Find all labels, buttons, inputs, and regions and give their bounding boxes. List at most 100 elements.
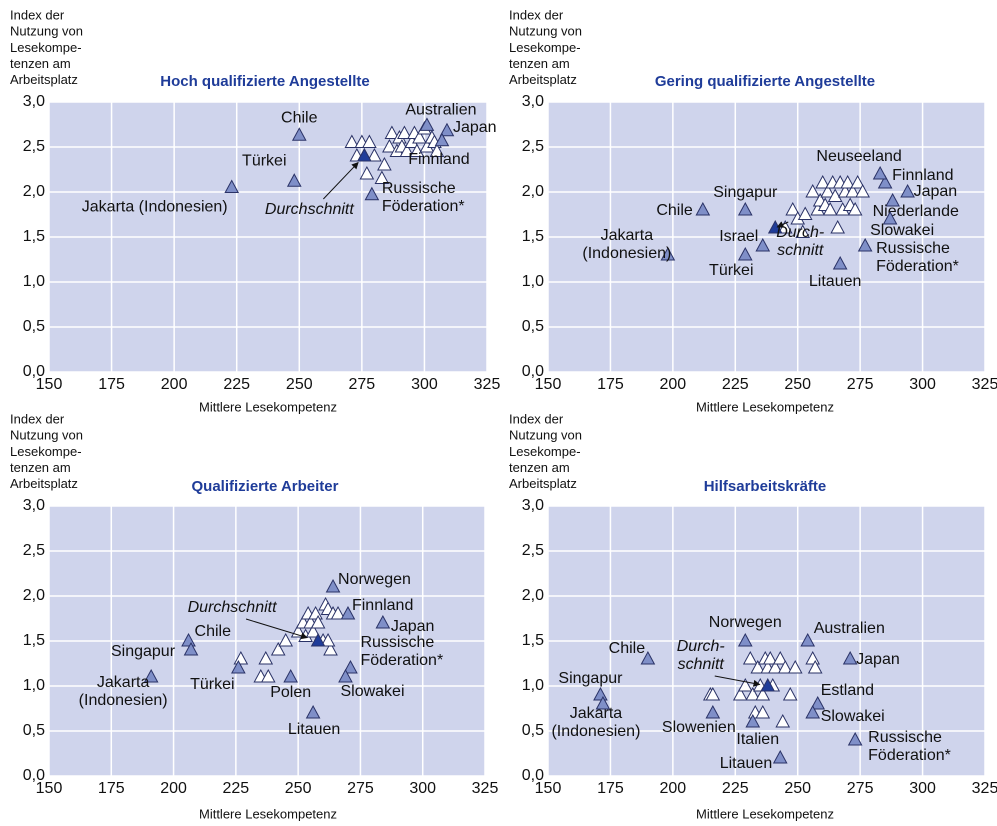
point-label: Jakarta	[97, 674, 150, 691]
data-point	[325, 578, 341, 593]
data-point	[805, 183, 821, 198]
data-point	[357, 147, 372, 162]
data-point	[805, 650, 821, 665]
data-point	[412, 129, 427, 144]
y-axis-label: tenzen am	[509, 56, 570, 71]
y-tick-label: 3,0	[522, 93, 544, 110]
data-point	[384, 125, 400, 139]
x-tick-label: 200	[660, 780, 687, 797]
y-tick-label: 3,0	[522, 497, 544, 514]
point-label: Polen	[270, 684, 311, 701]
point-label: Slowakei	[340, 683, 404, 700]
y-tick-label: 1,5	[23, 228, 45, 245]
data-point	[375, 614, 391, 629]
x-tick-label: 200	[160, 780, 187, 797]
data-point	[640, 650, 656, 665]
x-tick-label: 225	[722, 376, 749, 393]
data-point	[885, 192, 900, 207]
point-label: Russische	[876, 240, 950, 257]
point-label: Litauen	[809, 273, 862, 290]
data-point	[832, 255, 848, 270]
y-tick-label: 2,5	[522, 138, 544, 155]
y-axis-label: Nutzung von	[509, 24, 582, 39]
y-tick-label: 0,5	[522, 318, 544, 335]
point-label: Durch-	[776, 224, 824, 241]
y-tick-label: 2,0	[23, 183, 45, 200]
data-point	[330, 605, 346, 620]
data-point	[775, 713, 791, 728]
point-label: (Indonesien)	[79, 692, 168, 709]
chart-title: Gering qualifizierte Angestellte	[655, 73, 875, 90]
data-point	[847, 201, 863, 216]
y-tick-label: 2,0	[522, 587, 544, 604]
data-point	[660, 246, 676, 261]
x-tick-label: 150	[36, 376, 63, 393]
x-tick-label: 250	[286, 376, 313, 393]
y-axis-label: Arbeitsplatz	[10, 72, 78, 87]
point-label: Norwegen	[338, 571, 411, 588]
point-label: Jakarta	[570, 705, 623, 722]
y-tick-label: 2,5	[522, 542, 544, 559]
x-tick-label: 150	[535, 376, 562, 393]
point-label: Chile	[195, 623, 232, 640]
point-label: Föderation*	[868, 747, 951, 764]
data-point	[439, 122, 455, 137]
point-label: Föderation*	[360, 652, 443, 669]
y-tick-label: 1,0	[23, 677, 45, 694]
point-label: Türkei	[709, 262, 753, 279]
y-axis-label: tenzen am	[509, 460, 570, 475]
data-point	[850, 174, 865, 189]
data-point	[855, 183, 870, 198]
x-tick-label: 175	[597, 376, 624, 393]
x-tick-label: 225	[223, 780, 250, 797]
point-label: Föderation*	[876, 258, 959, 275]
data-point	[737, 632, 753, 647]
y-axis-label: Arbeitsplatz	[10, 476, 78, 491]
y-tick-label: 0,0	[23, 363, 45, 380]
point-label: Niederlande	[873, 203, 959, 220]
x-tick-label: 300	[411, 376, 438, 393]
point-label: Chile	[609, 640, 646, 657]
data-point	[755, 686, 771, 701]
data-point	[800, 632, 816, 647]
data-point	[742, 650, 758, 665]
annotation-arrow	[776, 221, 789, 228]
data-point	[305, 704, 321, 719]
x-tick-label: 325	[472, 780, 499, 797]
data-point	[810, 695, 826, 710]
data-point	[750, 659, 766, 674]
y-axis-label: Index der	[10, 7, 65, 22]
chart-title: Hilfsarbeitskräfte	[704, 478, 827, 495]
x-tick-label: 275	[847, 780, 874, 797]
y-tick-label: 2,5	[23, 138, 45, 155]
data-point	[705, 704, 721, 719]
point-label: Japan	[856, 651, 900, 668]
y-tick-label: 1,0	[522, 273, 544, 290]
x-tick-label: 250	[285, 780, 312, 797]
data-point	[900, 183, 915, 198]
data-point	[593, 686, 608, 701]
point-label: Durch-	[677, 638, 725, 655]
point-label: Slowakei	[870, 222, 934, 239]
data-point	[340, 605, 356, 620]
data-point	[434, 132, 450, 147]
data-point	[399, 143, 415, 157]
data-point	[286, 173, 302, 187]
data-point	[231, 659, 246, 674]
y-tick-label: 3,0	[23, 93, 45, 110]
data-point	[772, 650, 788, 665]
point-label: Russische	[360, 634, 434, 651]
point-label: Chile	[281, 110, 318, 127]
data-point	[359, 165, 375, 180]
y-axis-label: Lesekompe-	[10, 444, 82, 459]
y-axis-label: Index der	[509, 7, 564, 22]
x-tick-label: 250	[784, 376, 811, 393]
data-point	[737, 677, 753, 692]
data-point	[143, 668, 159, 683]
data-point	[258, 650, 274, 665]
y-axis-label: Index der	[10, 411, 65, 426]
y-tick-label: 0,5	[23, 318, 45, 335]
data-point	[777, 659, 793, 674]
data-point	[338, 668, 353, 683]
x-tick-label: 150	[36, 780, 63, 797]
